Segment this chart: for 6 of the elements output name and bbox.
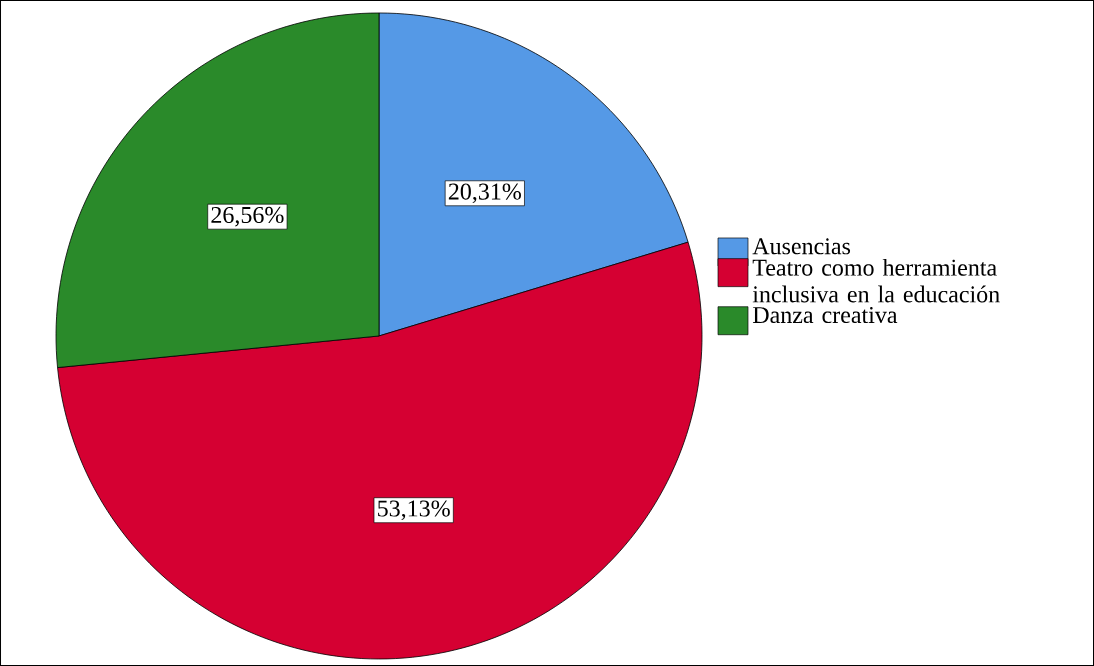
data-label: 20,31% [448,183,521,204]
legend-label: Teatro como herramienta inclusiva en la educación [752,258,1000,303]
legend-label: Ausencias [752,238,851,255]
data-label: 26,56% [211,206,284,227]
data-label: 53,13% [378,500,450,521]
legend-label: Danza creativa [752,307,898,324]
